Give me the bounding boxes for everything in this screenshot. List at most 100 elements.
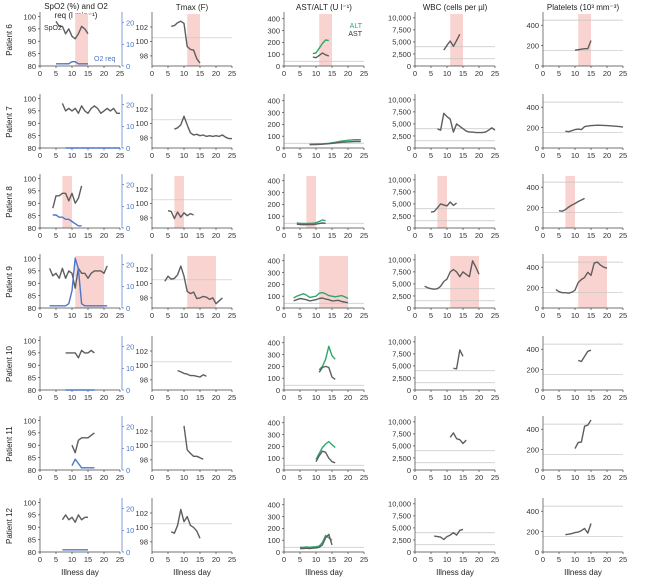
y-tick-label: 5,000 xyxy=(392,120,411,129)
y-tick-label: 100 xyxy=(267,374,280,383)
y2-tick-label: 10 xyxy=(126,526,134,535)
x-tick-label: 5 xyxy=(54,473,58,482)
x-tick-label: 20 xyxy=(344,311,352,320)
y2-tick-label: 10 xyxy=(126,282,134,291)
panel-tmax: 98 100 102 0 5 10 15 20 25 xyxy=(135,498,236,564)
x-tick-label: 20 xyxy=(212,311,220,320)
x-tick-label: 10 xyxy=(68,151,76,160)
shade-region xyxy=(565,176,575,228)
x-tick-label: 25 xyxy=(116,231,124,240)
x-tick-label: 0 xyxy=(541,231,545,240)
x-tick-label: 10 xyxy=(68,311,76,320)
shade-region xyxy=(187,14,200,66)
x-tick-label: 15 xyxy=(587,69,595,78)
x-tick-label: 5 xyxy=(557,231,561,240)
patient-label: Patient 7 xyxy=(5,106,14,138)
y2-tick-label: 0 xyxy=(126,304,130,313)
series-platelets xyxy=(577,349,592,363)
series-platelets xyxy=(565,523,592,536)
x-tick-label: 25 xyxy=(491,393,499,402)
x-tick-label: 25 xyxy=(619,555,627,564)
header-platelets: Platelets (10³ mm⁻³) xyxy=(547,3,620,12)
panel-wbc: 0 2,500 5,000 7,500 10,000 0 5 10 15 20 25 xyxy=(388,416,499,482)
series-spo2 xyxy=(71,432,95,454)
y-tick-label: 0 xyxy=(535,386,539,395)
x-tick-label: 25 xyxy=(491,311,499,320)
x-tick-label: 10 xyxy=(68,231,76,240)
series-alt xyxy=(318,345,336,371)
x-tick-label: 10 xyxy=(180,555,188,564)
panel-tmax: 98 100 102 0 5 10 15 20 25 xyxy=(135,12,236,78)
x-tick-label: 25 xyxy=(228,231,236,240)
y-tick-label: 90 xyxy=(28,441,36,450)
y-tick-label: 7,500 xyxy=(392,350,411,359)
x-tick-label: 20 xyxy=(603,231,611,240)
y-tick-label: 100 xyxy=(267,212,280,221)
series-alt xyxy=(312,39,329,55)
x-tick-label: 25 xyxy=(491,231,499,240)
x-tick-label: 15 xyxy=(196,69,204,78)
x-tick-label: 10 xyxy=(443,151,451,160)
x-tick-label: 20 xyxy=(603,311,611,320)
y-tick-label: 0 xyxy=(407,466,411,475)
x-tick-label: 15 xyxy=(459,69,467,78)
y-tick-label: 300 xyxy=(267,188,280,197)
y-tick-label: 98 xyxy=(140,52,148,61)
x-tick-label: 10 xyxy=(68,473,76,482)
x-tick-label: 25 xyxy=(491,69,499,78)
x-tick-label: 10 xyxy=(443,311,451,320)
panel-ast_alt: 0 100 200 300 400 0 5 10 15 20 25 xyxy=(267,416,368,482)
y2-tick-label: 20 xyxy=(126,180,134,189)
x-tick-label: 15 xyxy=(84,393,92,402)
x-axis-label: Illness day xyxy=(436,568,474,577)
y2-tick-label: 0 xyxy=(126,386,130,395)
y-tick-label: 0 xyxy=(276,62,280,71)
y2-tick-label: 20 xyxy=(126,342,134,351)
series-ast xyxy=(318,365,336,380)
patient-label: Patient 8 xyxy=(5,186,14,218)
panel-tmax: 98 100 102 0 5 10 15 20 25 xyxy=(135,254,236,320)
x-tick-label: 15 xyxy=(84,473,92,482)
series-ast xyxy=(296,222,326,226)
x-tick-label: 25 xyxy=(228,473,236,482)
y-tick-label: 5,000 xyxy=(392,362,411,371)
x-tick-label: 25 xyxy=(360,473,368,482)
x-tick-label: 15 xyxy=(328,393,336,402)
y-tick-label: 400 xyxy=(526,263,539,272)
x-tick-label: 10 xyxy=(312,311,320,320)
panel-wbc: 0 2,500 5,000 7,500 10,000 0 5 10 15 20 25 xyxy=(388,336,499,402)
x-tick-label: 0 xyxy=(413,555,417,564)
series-tmax xyxy=(164,265,223,305)
y-tick-label: 90 xyxy=(28,361,36,370)
x-tick-label: 25 xyxy=(360,69,368,78)
y-tick-label: 0 xyxy=(407,62,411,71)
x-tick-label: 5 xyxy=(429,473,433,482)
x-tick-label: 5 xyxy=(429,231,433,240)
y-tick-label: 100 xyxy=(23,416,36,425)
y-tick-label: 102 xyxy=(135,265,148,274)
y2-tick-label: 10 xyxy=(126,444,134,453)
x-tick-label: 20 xyxy=(100,555,108,564)
x-tick-label: 25 xyxy=(228,151,236,160)
y-tick-label: 400 xyxy=(267,97,280,106)
y-tick-label: 400 xyxy=(526,425,539,434)
y-tick-label: 100 xyxy=(135,279,148,288)
series-tmax xyxy=(171,20,201,64)
x-tick-label: 10 xyxy=(571,555,579,564)
x-tick-label: 0 xyxy=(38,555,42,564)
shade-region xyxy=(187,256,216,308)
patient-label: Patient 11 xyxy=(5,426,14,462)
y-tick-label: 90 xyxy=(28,37,36,46)
x-tick-label: 5 xyxy=(429,393,433,402)
y-tick-label: 400 xyxy=(267,15,280,24)
x-tick-label: 10 xyxy=(312,69,320,78)
y-tick-label: 100 xyxy=(23,336,36,345)
y-tick-label: 0 xyxy=(276,386,280,395)
patient-label: Patient 9 xyxy=(5,266,14,298)
panel-wbc: 0 2,500 5,000 7,500 10,000 0 5 10 15 20 25 xyxy=(388,498,499,564)
y2-tick-label: 0 xyxy=(126,144,130,153)
